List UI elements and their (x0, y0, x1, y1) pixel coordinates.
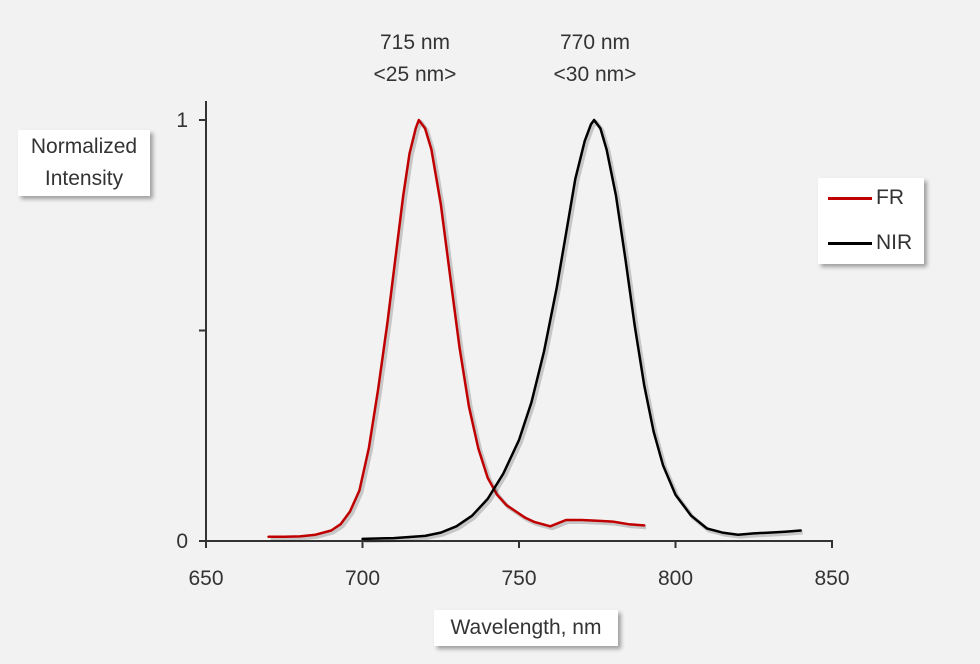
peak-annotation-fr: 715 nm <25 nm> (345, 27, 485, 91)
axes (199, 101, 833, 548)
legend-label-nir: NIR (876, 231, 913, 254)
series-line-nir (361, 118, 802, 541)
peak-annotation-fr-wavelength: 715 nm (379, 31, 451, 54)
y-axis-label: Normalized Intensity (18, 130, 150, 196)
legend: FR NIR (818, 178, 924, 264)
peak-annotation-nir-wavelength: 770 nm (559, 31, 631, 54)
y-axis-label-line-1: Normalized (30, 135, 138, 158)
x-axis-label: Wavelength, nm (434, 610, 618, 646)
legend-label-fr: FR (876, 186, 904, 209)
peak-annotation-nir-width: <30 nm> (553, 63, 637, 86)
series-line-fr (267, 118, 646, 539)
x-tick-label: 800 (658, 567, 693, 590)
x-tick-label: 650 (188, 567, 223, 590)
y-axis-label-line-2: Intensity (44, 167, 124, 190)
peak-annotation-nir: 770 nm <30 nm> (525, 27, 665, 91)
tick-labels: 650 700 750 800 850 0 1 (176, 109, 849, 590)
series-lines (267, 118, 803, 543)
legend-swatch-nir (828, 242, 872, 245)
legend-swatch-fr (828, 197, 872, 200)
x-tick-label: 750 (501, 567, 536, 590)
y-tick-label: 1 (176, 109, 188, 132)
legend-item-fr: FR (818, 179, 924, 215)
series-line-fr-shadow (270, 120, 647, 541)
y-tick-label: 0 (176, 530, 188, 553)
x-tick-label: 700 (345, 567, 380, 590)
x-tick-label: 850 (814, 567, 849, 590)
legend-item-nir: NIR (818, 224, 924, 260)
series-line-nir-shadow (364, 120, 803, 543)
peak-annotation-fr-width: <25 nm> (373, 63, 457, 86)
